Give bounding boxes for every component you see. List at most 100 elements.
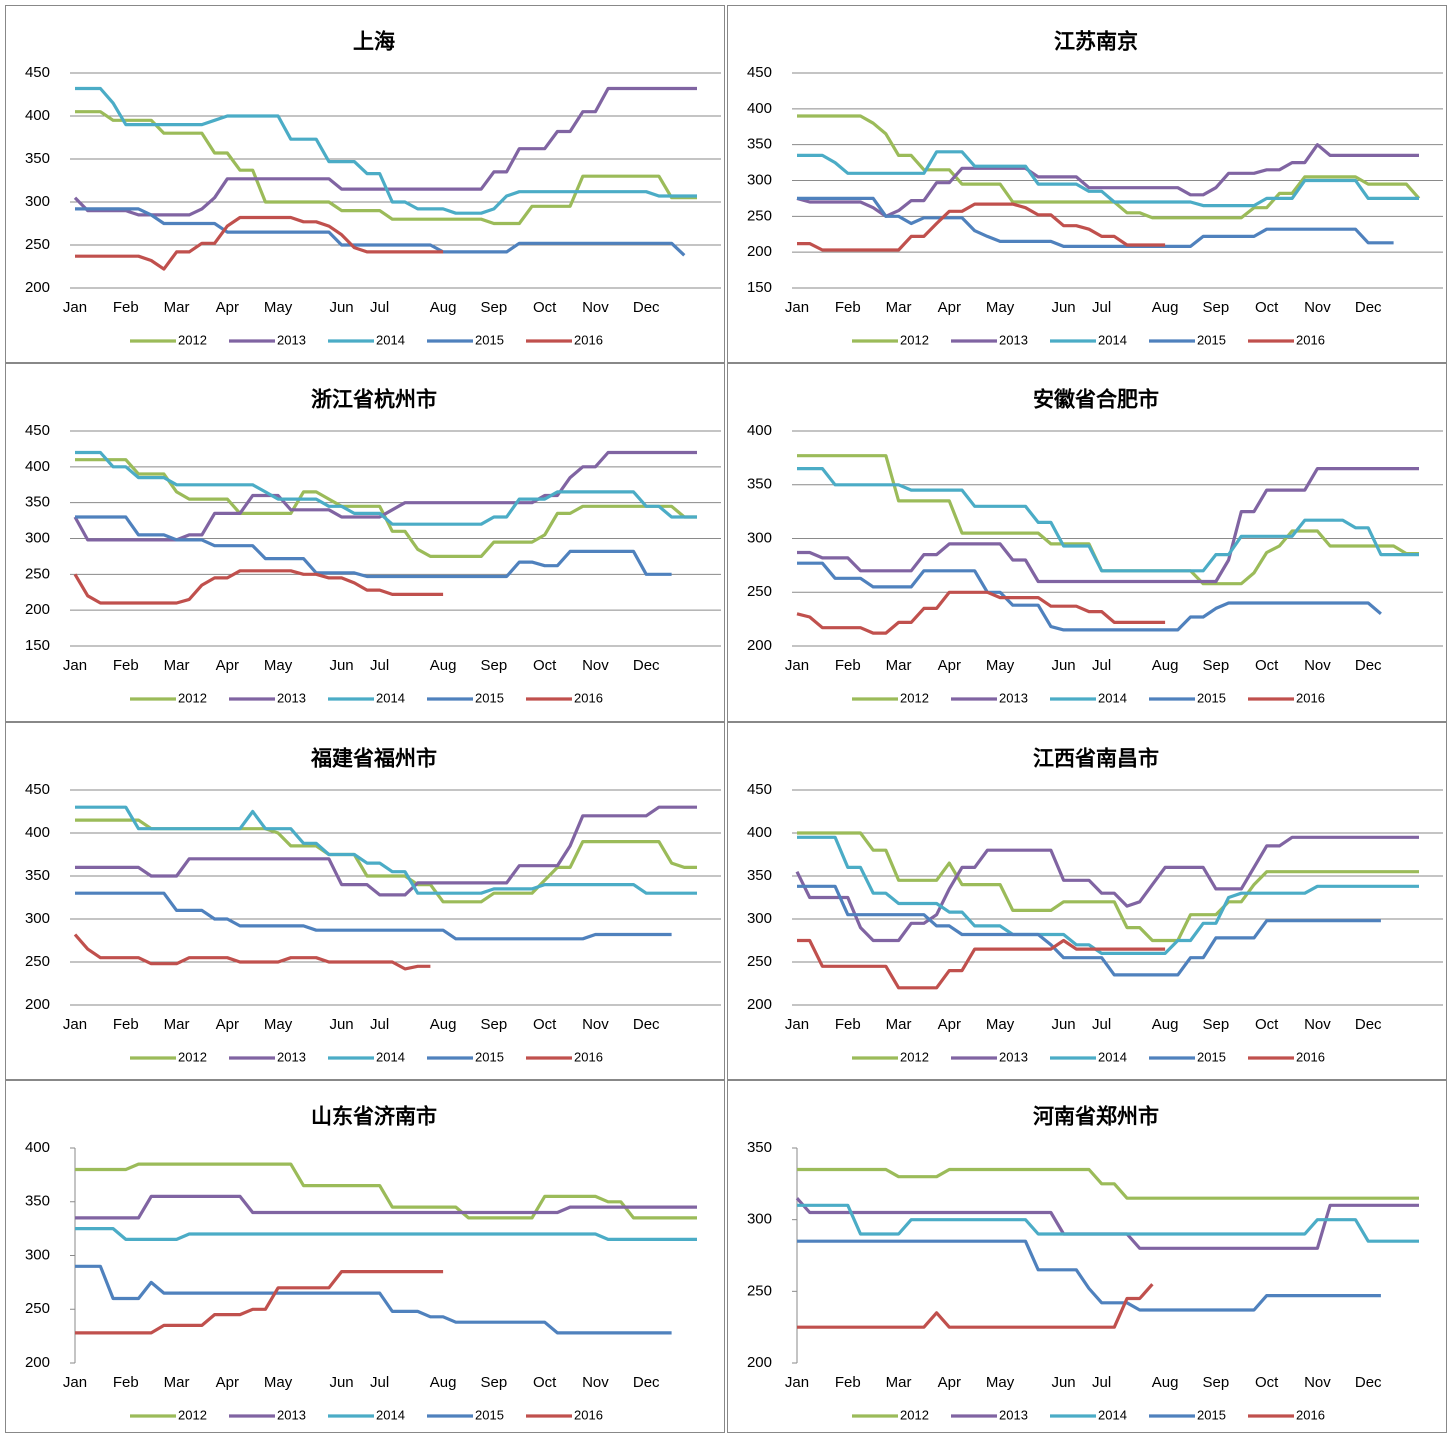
x-tick-label: Aug — [430, 299, 457, 316]
series-line — [73, 933, 431, 971]
legend-label: 2012 — [900, 1049, 929, 1064]
series-line — [797, 561, 1382, 632]
y-tick-label: 200 — [25, 1354, 50, 1371]
y-tick-label: 150 — [25, 637, 50, 654]
x-tick-label: Apr — [938, 1016, 961, 1033]
x-tick-label: Aug — [1152, 1374, 1179, 1391]
x-tick-label: Jun — [329, 1016, 353, 1033]
x-tick-label: Sep — [481, 1374, 508, 1391]
series-line — [75, 86, 697, 215]
x-tick-label: Nov — [582, 299, 609, 316]
x-tick-label: Mar — [164, 1374, 190, 1391]
x-tick-label: Apr — [938, 1374, 961, 1391]
series-line — [75, 207, 686, 257]
legend-label: 2016 — [574, 1407, 603, 1422]
series-line — [797, 467, 1419, 584]
x-tick-label: Mar — [164, 1016, 190, 1033]
y-tick-label: 250 — [747, 583, 772, 600]
x-tick-label: Jul — [370, 299, 389, 316]
legend-label: 2015 — [1197, 332, 1226, 347]
x-tick-label: Feb — [113, 1374, 139, 1391]
series-line — [797, 114, 1421, 220]
x-tick-label: Oct — [1255, 1016, 1279, 1033]
legend-label: 2016 — [574, 332, 603, 347]
y-tick-label: 250 — [747, 1282, 772, 1299]
legend-label: 2012 — [178, 1049, 207, 1064]
series-line — [75, 458, 697, 558]
legend-label: 2015 — [1197, 1049, 1226, 1064]
chart-panel: 浙江省杭州市 150 200 250 300 350 400 450 Jan Feb Mar Apr M… — [5, 363, 725, 722]
y-tick-label: 400 — [747, 422, 772, 439]
legend-label: 2013 — [999, 690, 1028, 705]
x-tick-label: Jul — [370, 1374, 389, 1391]
chart-title: 江苏南京 — [1054, 29, 1138, 54]
legend-label: 2014 — [376, 1407, 405, 1422]
x-tick-label: Jul — [370, 1016, 389, 1033]
series-line — [75, 515, 672, 579]
series-line — [797, 835, 1419, 955]
y-tick-label: 350 — [747, 476, 772, 493]
series-line — [75, 450, 697, 526]
x-tick-label: Aug — [1152, 1016, 1179, 1033]
series-line — [796, 143, 1419, 218]
x-tick-label: Jan — [63, 299, 87, 316]
y-tick-label: 350 — [25, 1193, 50, 1210]
x-tick-label: Apr — [938, 299, 961, 316]
series-line — [797, 1283, 1154, 1329]
series-line — [796, 590, 1166, 635]
legend-label: 2015 — [475, 1407, 504, 1422]
y-tick-label: 300 — [747, 529, 772, 546]
x-tick-label: Jul — [1092, 1016, 1111, 1033]
x-tick-label: May — [986, 657, 1015, 674]
chart: 上海 200 250 300 350 400 450 Jan Feb Mar Apr May Jun Ju… — [25, 29, 721, 347]
x-tick-label: Jul — [370, 657, 389, 674]
series-line — [73, 569, 444, 605]
x-tick-label: May — [986, 299, 1015, 316]
series-line — [797, 1239, 1381, 1312]
chart-panel: 安徽省合肥市 200 250 300 350 400 Jan Feb Mar Apr May Jun J… — [727, 363, 1447, 722]
chart-title: 安徽省合肥市 — [1033, 387, 1159, 412]
y-tick-label: 300 — [747, 171, 772, 188]
legend-label: 2016 — [1296, 690, 1325, 705]
x-tick-label: Mar — [164, 657, 190, 674]
x-tick-label: Jun — [1051, 657, 1075, 674]
y-tick-label: 300 — [747, 1211, 772, 1228]
series-line — [797, 1167, 1419, 1200]
x-tick-label: Apr — [216, 1374, 239, 1391]
x-tick-label: Jul — [1092, 299, 1111, 316]
x-tick-label: Jun — [1051, 1016, 1075, 1033]
x-tick-label: Feb — [113, 1016, 139, 1033]
y-tick-label: 150 — [747, 279, 772, 296]
legend-label: 2012 — [900, 332, 929, 347]
x-tick-label: Oct — [1255, 1374, 1279, 1391]
x-tick-label: Mar — [164, 299, 190, 316]
x-tick-label: Sep — [481, 657, 508, 674]
x-tick-label: Feb — [835, 1016, 861, 1033]
y-tick-label: 350 — [747, 136, 772, 153]
x-tick-label: Jun — [329, 657, 353, 674]
x-tick-label: Nov — [1304, 1016, 1331, 1033]
legend-label: 2014 — [376, 690, 405, 705]
series-line — [75, 1162, 697, 1220]
x-tick-label: Nov — [582, 1374, 609, 1391]
legend-label: 2013 — [277, 690, 306, 705]
x-tick-label: Apr — [216, 657, 239, 674]
y-tick-label: 200 — [747, 1354, 772, 1371]
x-tick-label: Mar — [886, 299, 912, 316]
series-line — [797, 150, 1419, 208]
x-tick-label: Jun — [1051, 1374, 1075, 1391]
series-line — [797, 831, 1419, 943]
x-tick-label: Sep — [1203, 1016, 1230, 1033]
x-tick-label: Jul — [1092, 657, 1111, 674]
x-tick-label: Sep — [1203, 1374, 1230, 1391]
x-tick-label: Feb — [113, 299, 139, 316]
x-tick-label: Sep — [481, 299, 508, 316]
series-line — [75, 215, 444, 271]
chart-panel: 山东省济南市 200 250 300 350 400 Jan Feb Mar Apr May Jun J… — [5, 1080, 725, 1433]
x-tick-label: Dec — [633, 657, 660, 674]
x-tick-label: Nov — [582, 1016, 609, 1033]
x-tick-label: Nov — [1304, 299, 1331, 316]
series-line — [797, 1203, 1419, 1243]
x-tick-label: May — [264, 1016, 293, 1033]
y-tick-label: 350 — [25, 494, 50, 511]
